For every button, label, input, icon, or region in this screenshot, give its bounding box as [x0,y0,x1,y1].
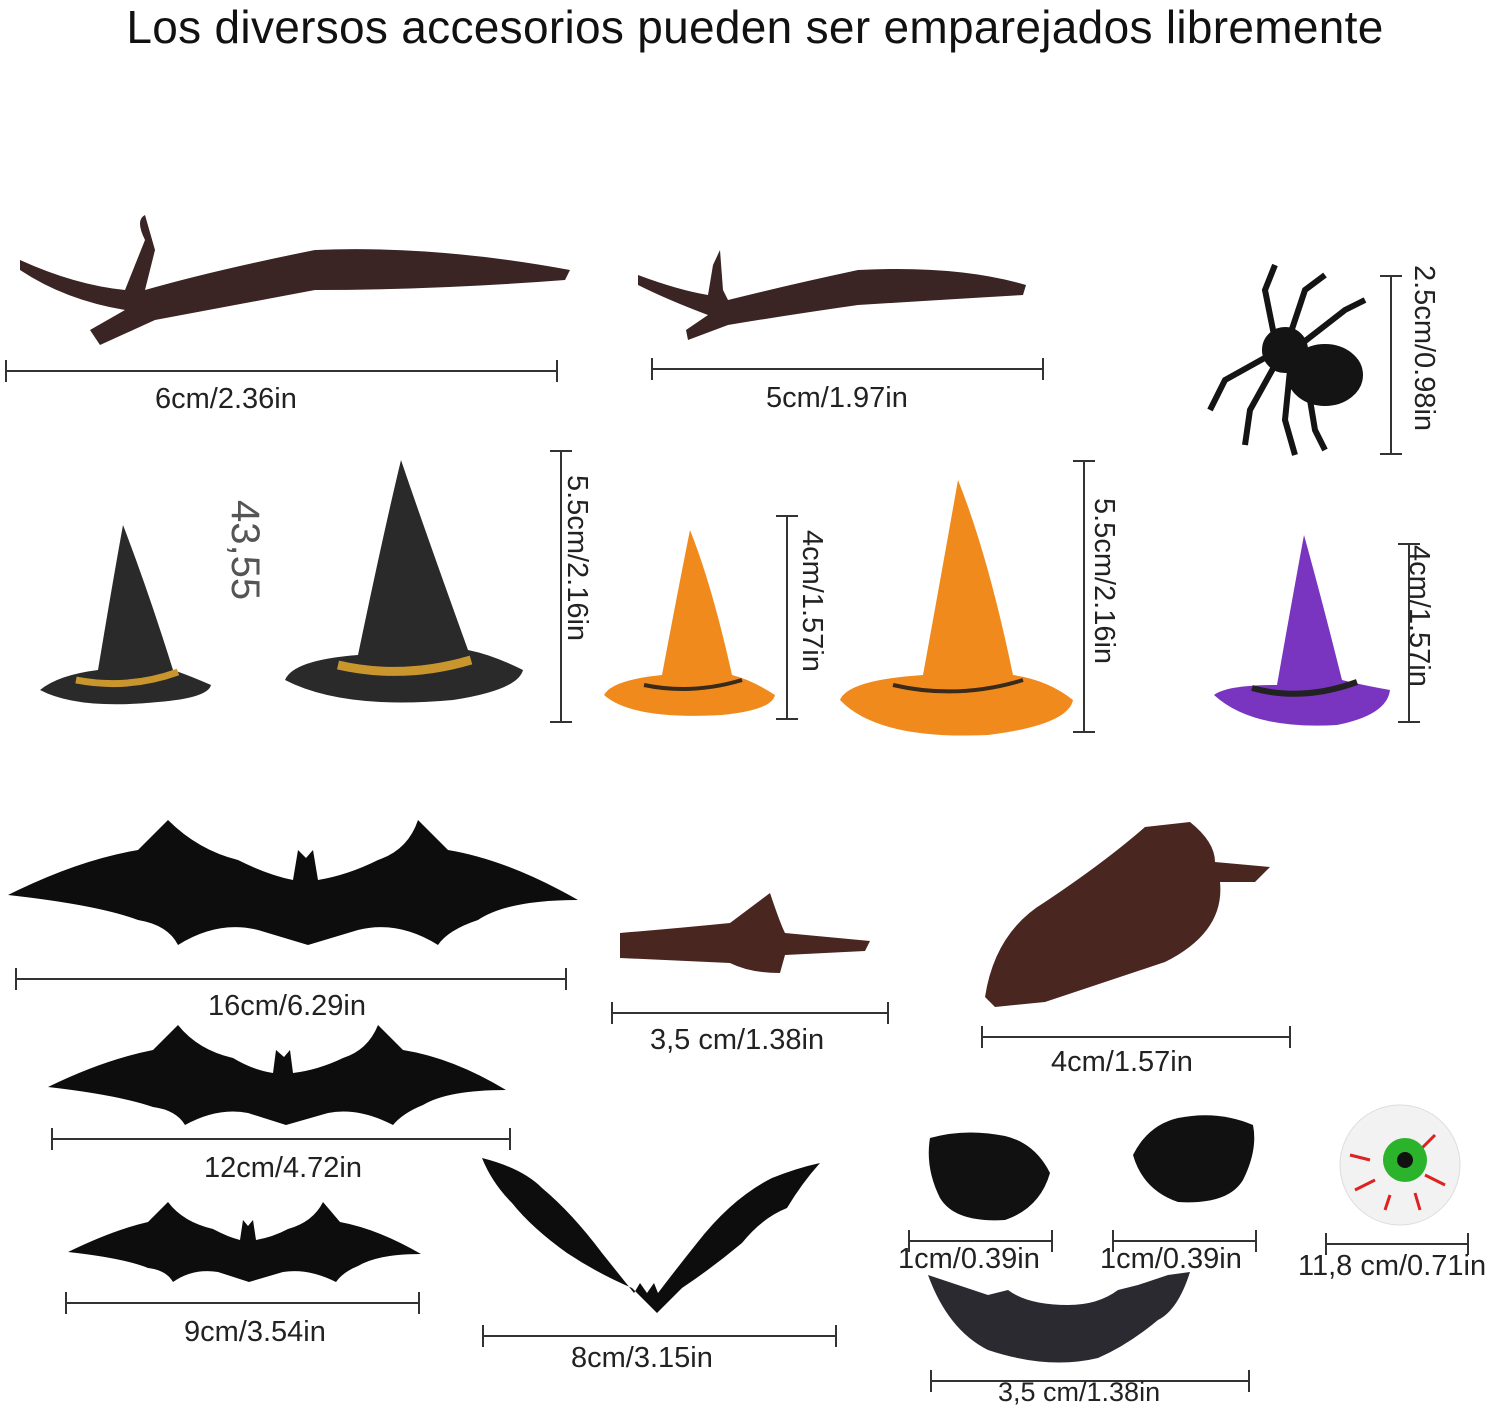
eye-right-image [1133,1115,1255,1203]
dimension-line [908,1230,1053,1252]
dimension-line [1073,460,1095,733]
dimension-line [1325,1233,1469,1255]
size-label: 4cm/1.57in [1051,1046,1193,1078]
size-label: 2.5cm/0.98in [1408,265,1440,432]
black-hat-small-image [40,525,211,705]
witch-nose-small-image [620,893,870,973]
branch-large-image [20,215,570,345]
size-label: 4cm/1.57in [796,530,828,672]
black-hat-large-image [285,460,523,703]
dimension-line [1380,275,1402,455]
branch-small-image [638,250,1026,340]
dimension-line [776,515,798,720]
size-label: 1cm/0.39in [1100,1243,1242,1275]
bat-16-image [8,820,578,945]
witch-nose-large-image [985,822,1270,1007]
dimension-line [51,1128,511,1150]
bat-9-image [68,1202,421,1282]
size-label: 3,5 cm/1.38in [998,1377,1161,1407]
dimension-line [550,450,572,723]
bat-12-image [48,1025,506,1125]
dimension-line [5,360,558,382]
dimension-line [65,1292,420,1314]
size-label: 6cm/2.36in [155,383,297,415]
bat-8-image [482,1158,820,1313]
size-label: 16cm/6.29in [208,990,366,1022]
size-label: 8cm/3.15in [571,1342,713,1374]
dimension-line [930,1370,1250,1392]
size-label: 5cm/1.97in [766,382,908,414]
dimension-line [1112,1230,1257,1252]
dimension-line [651,358,1044,380]
spider-image [1207,263,1367,456]
size-label: 9cm/3.54in [184,1316,326,1348]
size-label: 1cm/0.39in [898,1243,1040,1275]
dimension-line [981,1026,1291,1048]
dimension-line [611,1002,889,1024]
size-label: 12cm/4.72in [204,1152,362,1184]
purple-hat-image [1214,535,1390,726]
page-title: Los diversos accesorios pueden ser empar… [126,1,1384,53]
mouth-image [928,1272,1190,1363]
dimension-line [482,1325,837,1347]
size-label: 11,8 cm/0.71in [1298,1250,1487,1282]
orange-hat-small-image [604,530,775,716]
dimension-line [15,968,567,990]
size-label: 3,5 cm/1.38in [650,1024,825,1056]
orange-hat-large-image [840,480,1073,736]
size-label: 43,55 [223,500,267,601]
size-label: 5.5cm/2.16in [1088,498,1120,665]
size-label: 4cm/1.57in [1403,545,1435,687]
dimension-line [1398,543,1420,723]
eyeball-image [1339,1104,1461,1226]
size-label: 5.5cm/2.16in [561,475,593,642]
eye-left-image [928,1132,1050,1221]
